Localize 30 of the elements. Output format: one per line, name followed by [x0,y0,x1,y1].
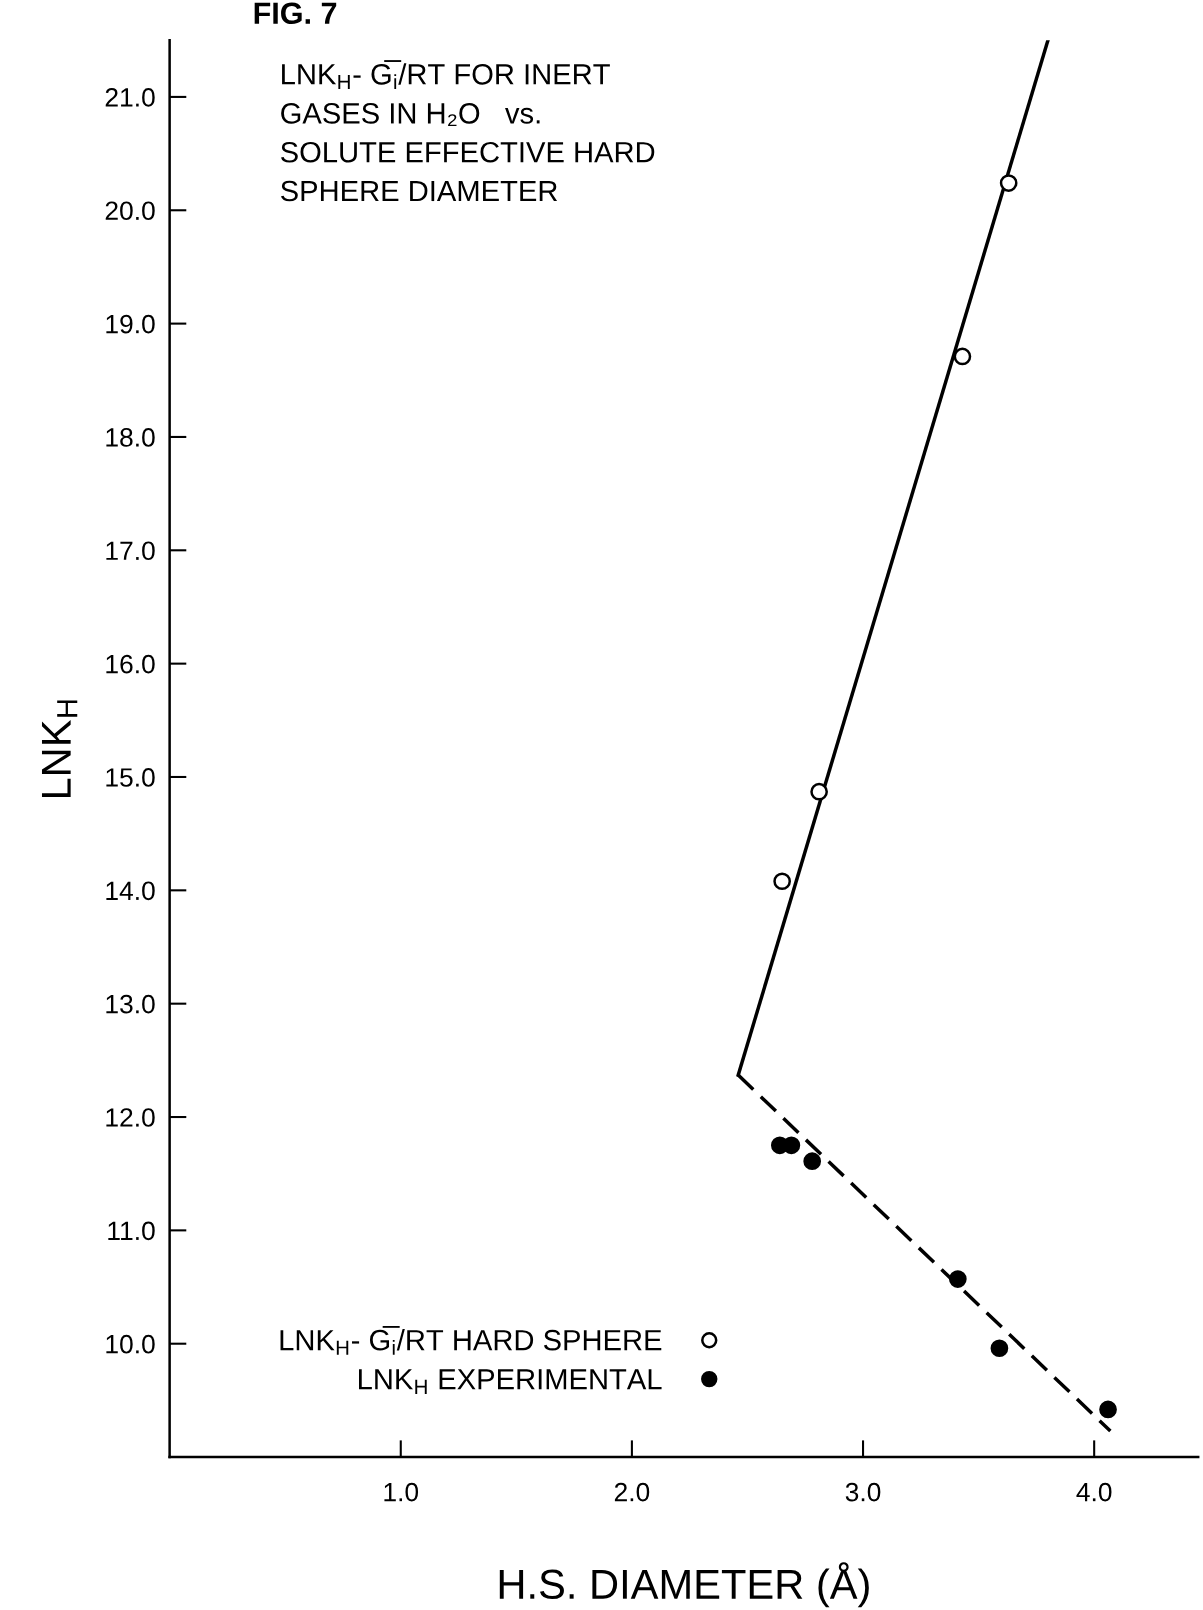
point [803,1152,822,1171]
x-axis-title: H.S. DIAMETER (Å) [499,1562,869,1608]
legend-label: LNK$_{H}$ EXPERIMENTAL [359,1369,662,1394]
y-axis-title: LNK$_{H}$ [41,700,78,798]
x-tick-label: 3.0 [845,1482,881,1502]
y-tick-label: 14.0 [106,881,155,901]
point [773,872,791,891]
chart-title: FIG. 7 [254,2,337,25]
y-tick-label: 12.0 [106,1108,155,1127]
x-tick-label: 4.0 [1076,1482,1112,1502]
point [1099,1400,1117,1419]
y-tick-label: 19.0 [106,314,155,334]
x-tick-label: 2.0 [614,1482,650,1502]
y-tick-label: 15.0 [106,768,155,787]
y-tick-label: 20.0 [105,201,155,221]
point [999,174,1018,192]
point [990,1339,1009,1358]
text: LNK$_{H}$- G̅$_{i}$/RT FOR INERT GASES IN H₂O vs. SOLUTE EFFECTIVE HARD SPHERE DIAMETER [281,60,655,202]
point [948,1270,967,1288]
y-tick-label: 17.0 [106,541,155,561]
x-tick-label: 1.0 [384,1482,419,1502]
y-tick-label: 21.0 [105,88,155,107]
y-tick-label: 13.0 [106,994,155,1014]
y-tick-label: 16.0 [106,654,155,674]
legend-label: LNK$_{H}$- G̅$_{i}$/RT HARD SPHERE [280,1325,662,1355]
point [953,347,972,366]
y-tick-label: 11.0 [108,1221,155,1241]
point [810,782,828,801]
y-tick-label: 10.0 [106,1334,155,1354]
y-tick-label: 18.0 [106,428,155,447]
